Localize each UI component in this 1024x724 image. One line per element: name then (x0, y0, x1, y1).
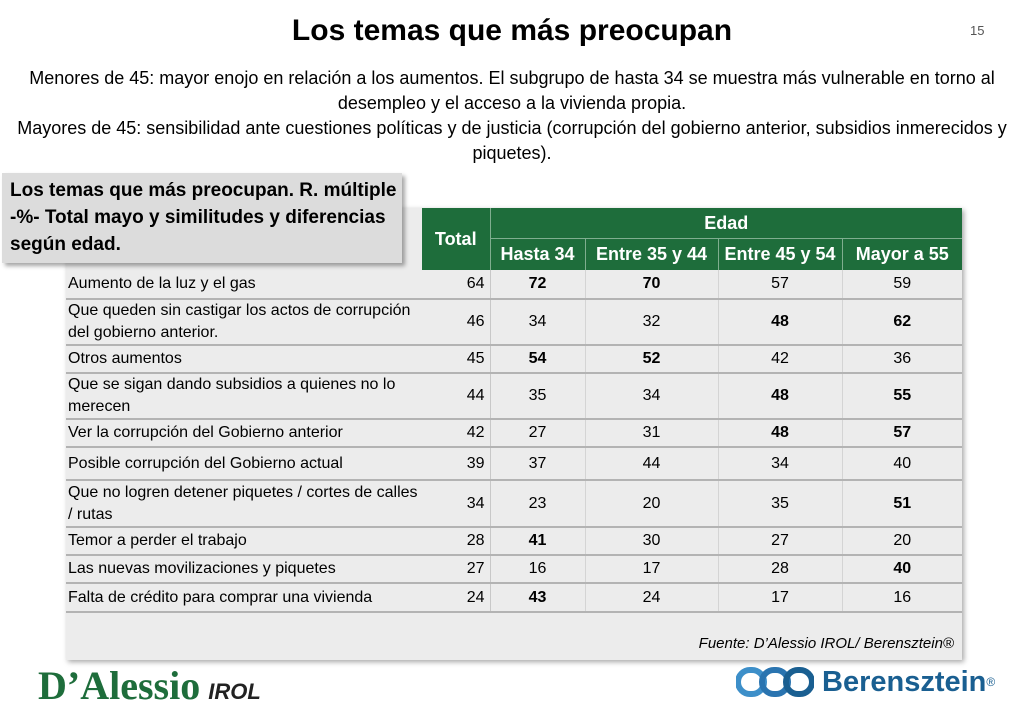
header-edad: Edad (490, 208, 963, 239)
row-age-value: 30 (584, 527, 718, 556)
row-age-value: 17 (717, 583, 842, 613)
row-age-value: 20 (584, 480, 718, 528)
dalessio-irol-logo: D’Alessio IROL (38, 662, 261, 709)
row-age-value: 27 (717, 527, 842, 556)
row-label: Falta de crédito para comprar una vivien… (66, 583, 422, 613)
row-age-value: 40 (841, 555, 963, 584)
row-age-value: 23 (490, 480, 585, 528)
row-age-value: 57 (841, 419, 963, 448)
table-row: Que se sigan dando subsidios a quienes n… (66, 373, 963, 420)
table-row: Posible corrupción del Gobierno actual 39… (66, 447, 963, 481)
row-age-value: 57 (717, 270, 842, 300)
table-row: Aumento de la luz y el gas 64 72 70 57 59 (66, 270, 963, 300)
header-age-col: Entre 35 y 44 (584, 238, 718, 270)
row-total: 64 (422, 270, 491, 300)
header-total: Total (422, 208, 491, 270)
row-label: Que se sigan dando subsidios a quienes n… (66, 373, 422, 420)
table-row: Que queden sin castigar los actos de cor… (66, 299, 963, 346)
row-total: 42 (422, 419, 491, 448)
row-label: Posible corrupción del Gobierno actual (66, 447, 422, 481)
row-age-value: 16 (841, 583, 963, 613)
row-age-value: 44 (584, 447, 718, 481)
row-age-value: 35 (717, 480, 842, 528)
table-row: Falta de crédito para comprar una vivien… (66, 583, 963, 613)
row-total: 39 (422, 447, 491, 481)
row-age-value: 43 (490, 583, 585, 613)
row-age-value: 28 (717, 555, 842, 584)
row-age-value: 20 (841, 527, 963, 556)
slide-subtitle: Menores de 45: mayor enojo en relación a… (14, 66, 1010, 166)
row-age-value: 55 (841, 373, 963, 420)
row-age-value: 48 (717, 419, 842, 448)
row-age-value: 34 (490, 299, 585, 346)
row-age-value: 70 (584, 270, 718, 300)
row-label: Otros aumentos (66, 345, 422, 374)
subtitle-line-over-45: Mayores de 45: sensibilidad ante cuestio… (17, 118, 1007, 163)
row-age-value: 36 (841, 345, 963, 374)
row-label: Temor a perder el trabajo (66, 527, 422, 556)
results-table-panel: Total Edad Hasta 34 Entre 35 y 44 Entre … (66, 208, 963, 660)
row-age-value: 24 (584, 583, 718, 613)
row-label: Aumento de la luz y el gas (66, 270, 422, 300)
row-age-value: 62 (841, 299, 963, 346)
row-total: 28 (422, 527, 491, 556)
row-age-value: 40 (841, 447, 963, 481)
row-label: Que queden sin castigar los actos de cor… (66, 299, 422, 346)
row-total: 34 (422, 480, 491, 528)
row-age-value: 27 (490, 419, 585, 448)
results-table: Total Edad Hasta 34 Entre 35 y 44 Entre … (66, 208, 963, 613)
irol-logo-text: IROL (208, 679, 261, 704)
row-age-value: 34 (717, 447, 842, 481)
callout-text: Los temas que más preocupan. R. múltiple… (10, 180, 397, 255)
row-age-value: 59 (841, 270, 963, 300)
subtitle-line-under-45: Menores de 45: mayor enojo en relación a… (29, 68, 995, 113)
row-total: 46 (422, 299, 491, 346)
table-row: Que no logren detener piquetes / cortes … (66, 480, 963, 528)
row-age-value: 32 (584, 299, 718, 346)
row-age-value: 31 (584, 419, 718, 448)
header-age-col: Entre 45 y 54 (717, 238, 842, 270)
table-caption-callout: Los temas que más preocupan. R. múltiple… (2, 173, 402, 263)
row-total: 45 (422, 345, 491, 374)
berensztein-logo: Berensztein ® (736, 664, 995, 700)
table-row: Otros aumentos 45 54 52 42 36 (66, 345, 963, 374)
slide-title: Los temas que más preocupan (291, 14, 733, 47)
row-label: Que no logren detener piquetes / cortes … (66, 480, 422, 528)
row-age-value: 48 (717, 373, 842, 420)
row-age-value: 54 (490, 345, 585, 374)
row-age-value: 42 (717, 345, 842, 374)
source-note: Fuente: D’Alessio IROL/ Berensztein® (698, 635, 954, 652)
row-age-value: 51 (841, 480, 963, 528)
row-age-value: 41 (490, 527, 585, 556)
row-total: 24 (422, 583, 491, 613)
berensztein-mark-icon (736, 667, 814, 697)
row-age-value: 16 (490, 555, 585, 584)
table-row: Temor a perder el trabajo 28 41 30 27 20 (66, 527, 963, 556)
row-total: 27 (422, 555, 491, 584)
row-age-value: 37 (490, 447, 585, 481)
row-age-value: 52 (584, 345, 718, 374)
slide-number: 15 (970, 23, 985, 38)
registered-mark: ® (986, 675, 996, 689)
row-age-value: 48 (717, 299, 842, 346)
row-age-value: 72 (490, 270, 585, 300)
row-age-value: 17 (584, 555, 718, 584)
row-age-value: 34 (584, 373, 718, 420)
berensztein-logo-text: Berensztein (822, 665, 987, 698)
table-row: Las nuevas movilizaciones y piquetes 27 16… (66, 555, 963, 584)
row-label: Ver la corrupción del Gobierno anterior (66, 419, 422, 448)
row-total: 44 (422, 373, 491, 420)
table-row: Ver la corrupción del Gobierno anterior 4… (66, 419, 963, 448)
row-age-value: 35 (490, 373, 585, 420)
header-age-col: Hasta 34 (489, 238, 585, 270)
table-body: Aumento de la luz y el gas 64 72 70 57 59 Que … (66, 270, 963, 613)
header-age-col: Mayor a 55 (841, 238, 963, 270)
dalessio-logo-text: D’Alessio (38, 663, 201, 708)
row-label: Las nuevas movilizaciones y piquetes (66, 555, 422, 584)
